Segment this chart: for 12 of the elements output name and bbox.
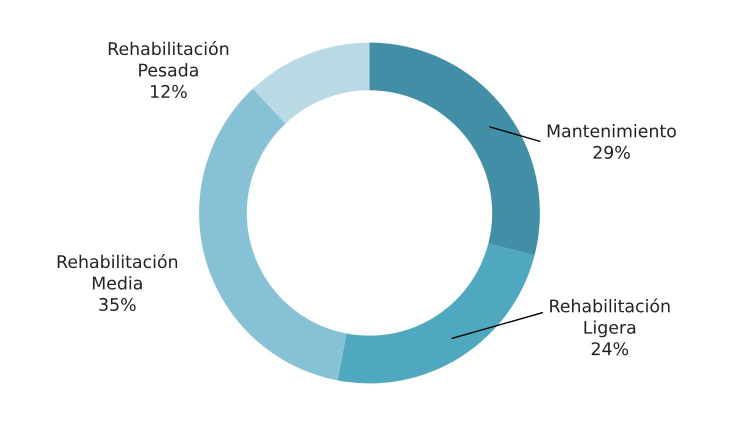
data-label: 35% <box>99 298 136 312</box>
data-label: 24% <box>592 342 628 356</box>
slice-label: Rehabilitación Pesada <box>108 41 228 77</box>
donut-slice <box>252 42 370 124</box>
donut-slice <box>338 244 535 384</box>
slice-label: Rehabilitación Ligera <box>550 298 670 338</box>
data-label: 29% <box>593 146 630 159</box>
slice-label: Mantenimiento <box>548 124 676 138</box>
slice-label: Rehabilitación Media <box>58 254 178 290</box>
data-label: 12% <box>151 84 187 98</box>
donut-slice <box>199 88 347 380</box>
donut-slice <box>370 42 540 256</box>
